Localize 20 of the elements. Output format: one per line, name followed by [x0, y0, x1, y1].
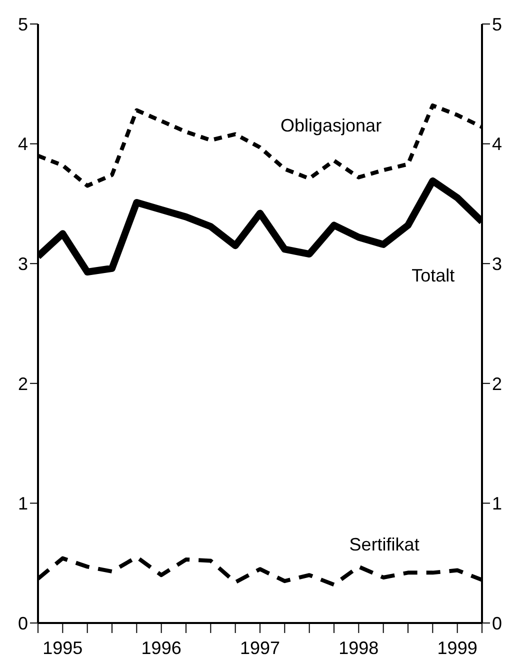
- y-tick-label: 4: [18, 134, 28, 154]
- y-tick-label: 5: [18, 14, 28, 34]
- x-tick-label: 1997: [240, 638, 280, 658]
- y2-tick-label: 0: [492, 613, 502, 634]
- y2-tick-label: 3: [492, 254, 502, 274]
- y2-tick-label: 4: [492, 134, 502, 154]
- x-tick-label: 1996: [141, 638, 182, 658]
- y-tick-label: 2: [18, 374, 28, 394]
- x-tick-label: 1999: [437, 638, 478, 658]
- x-tick-label: 1998: [338, 638, 379, 658]
- y-tick-label: 0: [18, 613, 28, 634]
- y2-tick-label: 2: [492, 374, 502, 394]
- y-tick-label: 3: [18, 254, 28, 274]
- series-label: Sertifikat: [349, 534, 420, 556]
- series-label: Obligasjonar: [280, 115, 382, 136]
- series-label: Totalt: [412, 265, 455, 286]
- y2-tick-label: 1: [492, 494, 502, 514]
- y2-tick-label: 5: [492, 14, 502, 34]
- y-tick-label: 1: [18, 494, 28, 514]
- x-tick-label: 1995: [42, 638, 83, 658]
